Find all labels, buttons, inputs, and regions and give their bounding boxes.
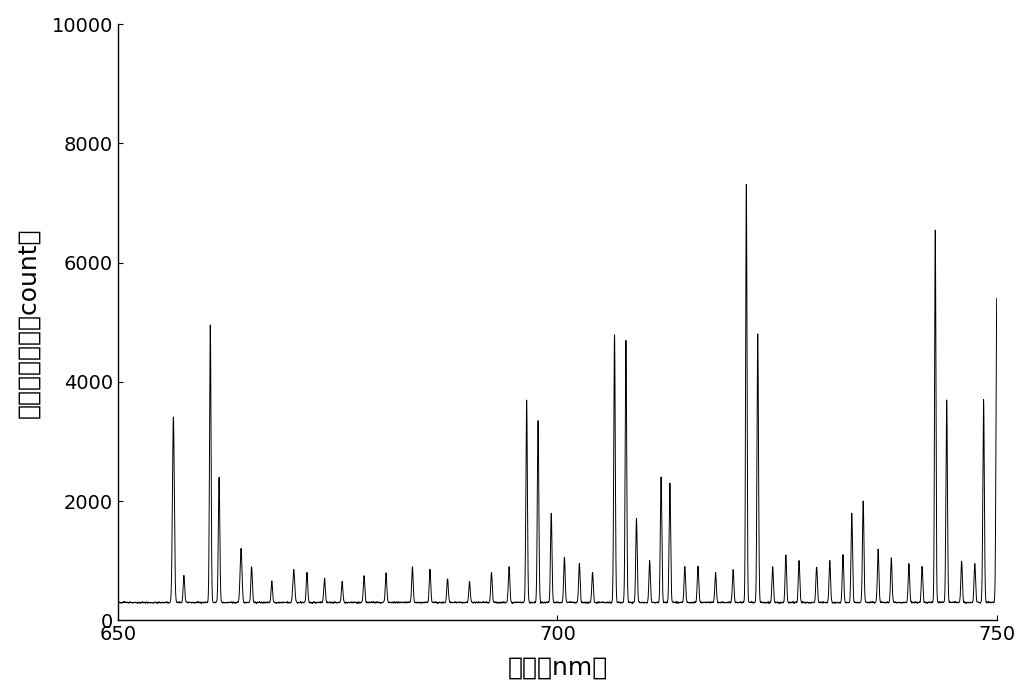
- X-axis label: 波长（nm）: 波长（nm）: [508, 656, 608, 679]
- Y-axis label: 电弧辐射强度（count）: 电弧辐射强度（count）: [17, 227, 40, 418]
